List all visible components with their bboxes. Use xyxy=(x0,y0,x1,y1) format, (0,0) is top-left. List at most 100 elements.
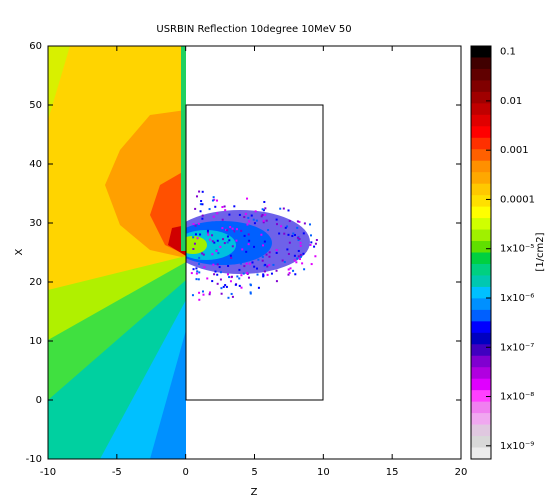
scatter-speck xyxy=(299,255,302,258)
colorbar-band xyxy=(471,298,491,311)
scatter-speck xyxy=(288,219,291,222)
scatter-speck xyxy=(309,243,312,246)
scatter-speck xyxy=(291,235,294,238)
scatter-speck xyxy=(223,205,226,208)
scatter-speck xyxy=(262,219,265,222)
scatter-speck xyxy=(248,262,251,265)
scatter-speck xyxy=(293,233,296,236)
scatter-speck xyxy=(283,232,286,235)
scatter-speck xyxy=(201,290,204,293)
scatter-speck xyxy=(222,238,225,241)
scatter-speck xyxy=(248,220,251,223)
scatter-speck xyxy=(227,296,230,299)
colorbar-band xyxy=(471,447,491,460)
scatter-speck xyxy=(214,270,217,273)
colorbar-band xyxy=(471,91,491,104)
scatter-speck xyxy=(296,236,299,239)
scatter-speck xyxy=(197,278,200,281)
colorbar-band xyxy=(471,68,491,81)
scatter-speck xyxy=(268,251,271,254)
scatter-speck xyxy=(215,250,218,253)
scatter-speck xyxy=(309,223,312,226)
scatter-speck xyxy=(265,253,268,256)
scatter-speck xyxy=(260,215,263,218)
scatter-speck xyxy=(266,273,269,276)
colorbar-band xyxy=(471,332,491,345)
scatter-speck xyxy=(224,209,227,212)
colorbar-band xyxy=(471,401,491,414)
scatter-speck xyxy=(250,214,253,217)
scatter-speck xyxy=(212,263,215,266)
scatter-speck xyxy=(243,260,246,263)
scatter-speck xyxy=(293,254,296,257)
colorbar-band xyxy=(471,367,491,380)
colorbar-band xyxy=(471,413,491,426)
scatter-speck xyxy=(287,209,290,212)
scatter-speck xyxy=(292,232,295,235)
scatter-speck xyxy=(223,242,226,245)
chart-title: USRBIN Reflection 10degree 10MeV 50 xyxy=(156,24,351,35)
scatter-speck xyxy=(211,221,214,224)
scatter-speck xyxy=(270,272,273,275)
scatter-speck xyxy=(219,271,222,274)
scatter-speck xyxy=(208,208,211,211)
scatter-speck xyxy=(211,253,214,256)
colorbar-band xyxy=(471,195,491,208)
scatter-speck xyxy=(314,255,317,258)
scatter-speck xyxy=(224,284,227,287)
scatter-speck xyxy=(263,200,266,203)
colorbar-tick-label: 1x10⁻⁹ xyxy=(500,441,534,452)
scatter-speck xyxy=(233,205,236,208)
scatter-speck xyxy=(214,205,217,208)
scatter-speck xyxy=(201,214,204,217)
scatter-speck xyxy=(229,280,232,283)
scatter-speck xyxy=(263,240,266,243)
scatter-speck xyxy=(298,237,301,240)
scatter-speck xyxy=(256,273,259,276)
scatter-speck xyxy=(249,292,252,295)
scatter-speck xyxy=(208,293,211,296)
scatter-speck xyxy=(261,259,264,262)
scatter-speck xyxy=(310,263,313,266)
scatter-speck xyxy=(193,242,196,245)
scatter-speck xyxy=(227,273,230,276)
scatter-speck xyxy=(251,261,254,264)
colorbar-band xyxy=(471,160,491,173)
scatter-speck xyxy=(245,250,248,253)
scatter-speck xyxy=(298,220,301,223)
scatter-speck xyxy=(216,239,219,242)
scatter-speck xyxy=(195,278,198,281)
scatter-speck xyxy=(233,230,236,233)
scatter-speck xyxy=(240,274,243,277)
scatter-speck xyxy=(296,220,299,223)
scatter-speck xyxy=(206,277,209,280)
scatter-speck xyxy=(248,239,251,242)
scatter-speck xyxy=(199,203,202,206)
scatter-speck xyxy=(195,267,198,270)
scatter-speck xyxy=(211,199,214,202)
scatter-speck xyxy=(252,218,255,221)
y-tick-label: 40 xyxy=(29,159,42,170)
scatter-speck xyxy=(236,275,239,278)
colorbar-tick-label: 1x10⁻⁸ xyxy=(500,392,534,403)
colorbar-band xyxy=(471,344,491,357)
scatter-speck xyxy=(253,222,256,225)
scatter-speck xyxy=(288,271,291,274)
scatter-speck xyxy=(309,234,312,237)
colorbar-band xyxy=(471,275,491,288)
scatter-speck xyxy=(257,258,260,261)
scatter-speck xyxy=(315,239,318,242)
scatter-speck xyxy=(231,295,234,298)
scatter-speck xyxy=(275,251,278,254)
scatter-speck xyxy=(198,190,201,193)
scatter-speck xyxy=(227,264,230,267)
x-tick-label: 10 xyxy=(317,467,330,478)
scatter-speck xyxy=(294,273,297,276)
scatter-speck xyxy=(278,232,281,235)
scatter-speck xyxy=(253,245,256,248)
colorbar-band xyxy=(471,126,491,139)
scatter-speck xyxy=(228,239,231,242)
colorbar-band xyxy=(471,229,491,242)
colorbar-band xyxy=(471,309,491,322)
